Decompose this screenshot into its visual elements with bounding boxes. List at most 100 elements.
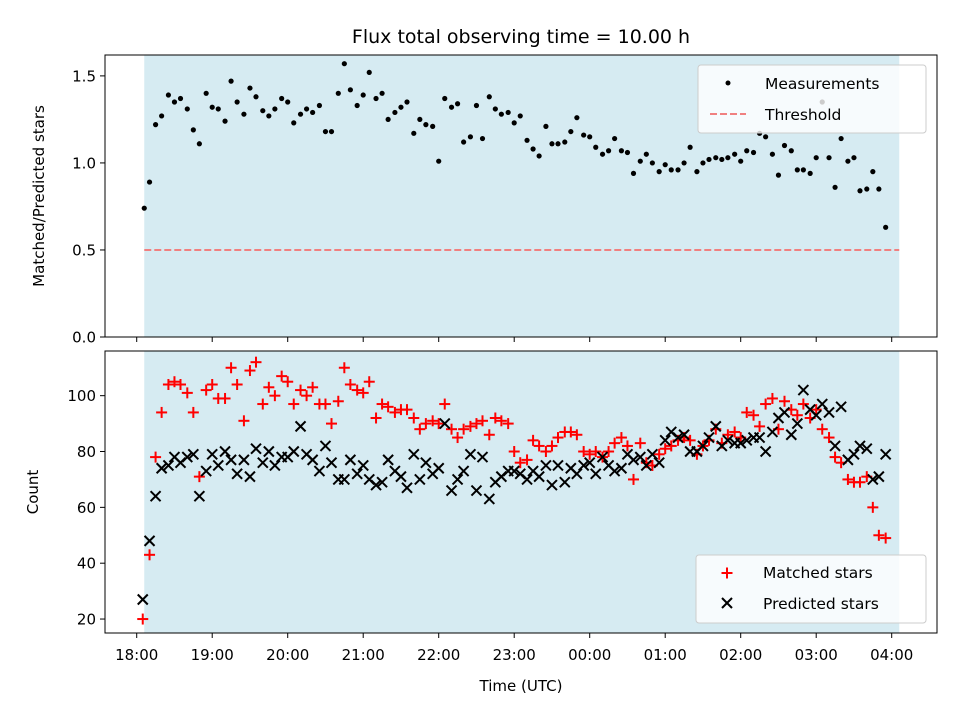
matched-star-point xyxy=(842,473,854,485)
predicted-star-point xyxy=(571,468,583,480)
matched-star-point xyxy=(295,384,307,396)
measurement-point xyxy=(146,179,153,185)
measurement-point xyxy=(605,148,612,154)
measurement-point xyxy=(222,118,228,124)
predicted-star-point xyxy=(257,456,269,469)
cross-b xyxy=(294,420,307,433)
measurement-point xyxy=(310,109,316,116)
matched-star-point xyxy=(162,379,174,391)
predicted-star-point xyxy=(734,437,747,449)
matched-star-point xyxy=(187,406,199,418)
measurement-point xyxy=(203,90,209,96)
matched-star-point xyxy=(332,395,344,407)
matched-star-point xyxy=(225,362,237,374)
cross-b xyxy=(408,448,420,461)
cross-b xyxy=(457,465,470,477)
measurement-point xyxy=(630,170,637,176)
measurement-point xyxy=(272,106,278,112)
predicted-star-point xyxy=(212,459,224,472)
predicted-star-point xyxy=(219,445,231,458)
predicted-star-point xyxy=(250,443,262,455)
predicted-star-point xyxy=(451,473,464,486)
cross-b xyxy=(734,437,747,449)
cross-b xyxy=(797,384,810,396)
x-tick-label: 04:00 xyxy=(870,646,913,664)
predicted-star-point xyxy=(483,493,495,505)
cross-b xyxy=(357,459,369,472)
predicted-star-point xyxy=(816,398,828,410)
predicted-star-point xyxy=(778,406,791,419)
cross-b xyxy=(263,445,275,458)
measurement-point xyxy=(706,156,712,163)
measurement-point xyxy=(423,122,429,128)
matched-star-point xyxy=(810,404,822,416)
matched-star-point xyxy=(778,395,790,407)
cross-b xyxy=(835,401,847,413)
predicted-star-point xyxy=(653,456,665,469)
matched-star-point xyxy=(325,418,337,430)
predicted-star-point xyxy=(546,479,558,491)
matched-star-point xyxy=(439,398,451,410)
predicted-star-point xyxy=(420,456,432,469)
x-tick-label: 01:00 xyxy=(644,646,687,664)
cross-b xyxy=(137,593,149,606)
predicted-star-point xyxy=(408,448,420,461)
matched-star-point xyxy=(174,379,186,391)
predicted-star-point xyxy=(829,440,841,452)
measurement-point xyxy=(574,115,580,121)
top-legend-box xyxy=(697,64,927,134)
matched-star-point xyxy=(540,446,552,458)
cross-b xyxy=(577,459,590,472)
matched-star-point xyxy=(665,440,677,452)
matched-star-point xyxy=(319,398,331,410)
top-y-axis-label: Matched/Predicted stars xyxy=(30,105,48,287)
predicted-star-point xyxy=(634,451,646,463)
matched-star-point xyxy=(238,415,250,427)
measurement-point xyxy=(845,158,851,164)
measurement-point xyxy=(322,128,329,135)
measurement-point xyxy=(794,167,800,173)
predicted-star-point xyxy=(432,462,445,474)
measurement-point xyxy=(442,95,448,102)
measurement-point xyxy=(763,134,769,140)
cross-b xyxy=(521,473,533,486)
cross-b xyxy=(565,462,577,474)
x-tick-label: 00:00 xyxy=(568,646,611,664)
cross-b xyxy=(370,479,382,491)
cross-b xyxy=(269,459,281,472)
predicted-star-point xyxy=(370,479,382,491)
cross-b xyxy=(306,454,319,466)
cross-b xyxy=(766,426,779,438)
cross-b xyxy=(514,468,526,480)
cross-b xyxy=(401,482,413,494)
matched-star-point xyxy=(357,387,369,399)
predicted-star-point xyxy=(596,451,609,463)
predicted-star-point xyxy=(470,484,483,497)
predicted-star-point xyxy=(401,482,413,494)
y-tick-label: 40 xyxy=(77,555,96,573)
cross-b xyxy=(162,459,175,472)
predicted-star-point xyxy=(879,448,892,461)
matched-star-point xyxy=(363,376,375,388)
measurement-point xyxy=(152,122,159,128)
measurement-point xyxy=(744,148,750,154)
measurement-point xyxy=(876,186,882,192)
matched-star-point xyxy=(552,432,564,444)
measurement-point xyxy=(832,184,838,190)
measurement-point xyxy=(190,127,196,133)
measurement-point xyxy=(266,113,272,119)
x-tick-label: 20:00 xyxy=(266,646,309,664)
matched-star-point xyxy=(433,418,445,430)
x-tick-label: 23:00 xyxy=(493,646,536,664)
measurement-point xyxy=(479,135,486,142)
predicted-star-point xyxy=(143,535,156,547)
matched-star-point xyxy=(722,429,734,441)
measurement-point xyxy=(279,95,285,102)
cross-b xyxy=(338,473,351,486)
cross-b xyxy=(646,448,659,461)
predicted-star-point xyxy=(325,456,338,469)
predicted-star-point xyxy=(710,420,722,433)
measurement-point xyxy=(360,92,366,98)
cross-b xyxy=(219,445,231,458)
